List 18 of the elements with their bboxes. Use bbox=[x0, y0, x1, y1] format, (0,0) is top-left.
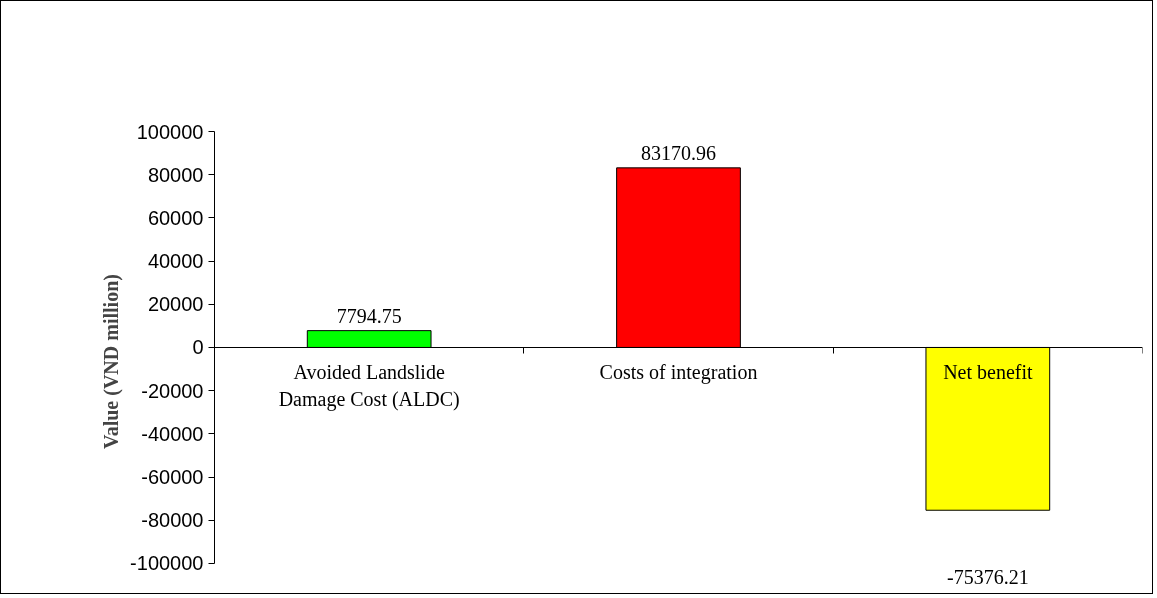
y-tick-label: 80000 bbox=[147, 163, 204, 186]
x-tick-label: Net benefit bbox=[943, 361, 1033, 384]
data-label: 83170.96 bbox=[641, 141, 716, 164]
y-tick-label: 60000 bbox=[147, 206, 204, 229]
y-tick-label: -20000 bbox=[141, 379, 204, 402]
y-tick-label: -80000 bbox=[141, 509, 204, 532]
y-tick-label: 20000 bbox=[147, 293, 204, 316]
data-label: -75376.21 bbox=[947, 566, 1029, 589]
data-label: 7794.75 bbox=[336, 304, 402, 327]
x-tick-label: Avoided Landslide Damage Cost (ALDC) bbox=[278, 361, 460, 411]
y-axis-title: Value (VND million) bbox=[100, 274, 124, 449]
x-tick-label: Costs of integration bbox=[599, 361, 758, 385]
y-tick-label: -40000 bbox=[141, 422, 204, 445]
y-tick-label: 100000 bbox=[136, 120, 204, 143]
y-tick-label: 0 bbox=[192, 336, 204, 359]
y-tick-label: 40000 bbox=[147, 250, 204, 273]
y-tick-label: -100000 bbox=[130, 552, 204, 575]
y-tick-label: -60000 bbox=[141, 466, 204, 489]
